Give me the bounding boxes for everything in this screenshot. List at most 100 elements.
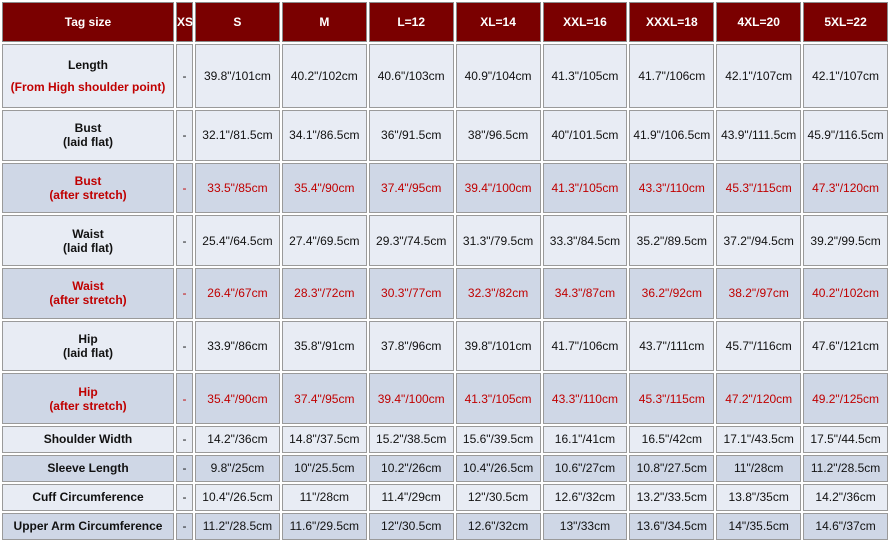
table-cell: 38.2"/97cm [716,268,802,319]
table-cell: 33.3"/84.5cm [542,215,628,267]
row-label-line: Bust [74,174,102,189]
table-cell: 37.2"/94.5cm [716,215,802,267]
table-cell: 35.4"/90cm [195,373,280,424]
table-cell: 41.7"/106cm [542,320,628,372]
row-label: Hip (laid flat) [2,320,174,372]
header-size-l: L=12 [368,2,454,42]
row-label: Bust (after stretch) [2,162,174,214]
table-cell: 42.1"/107cm [716,44,802,109]
table-cell: 9.8"/25cm [195,454,280,482]
table-cell: 30.3"/77cm [368,268,454,319]
table-cell: 11"/28cm [281,483,367,511]
table-cell: 37.4"/95cm [281,373,367,424]
table-cell: 26.4"/67cm [195,268,280,319]
header-size-5xl: 5XL=22 [803,2,888,42]
header-size-s: S [195,2,280,42]
table-cell: 41.7"/106cm [629,44,715,109]
table-cell: 15.6"/39.5cm [455,425,541,453]
table-row: Hip (laid flat) -33.9"/86cm 35.8"/91cm 37.8"… [2,320,888,372]
table-cell: 37.4"/95cm [368,162,454,214]
table-cell: 12"/30.5cm [368,512,454,540]
table-cell: - [176,110,193,161]
table-cell: - [176,162,193,214]
table-cell: 11"/28cm [716,454,802,482]
table-cell: 13.2"/33.5cm [629,483,715,511]
row-label-line: Waist [72,279,104,294]
table-row: Waist (after stretch) -26.4"/67cm 28.3"/72c… [2,268,888,319]
table-cell: 29.3"/74.5cm [368,215,454,267]
table-cell: 45.3"/115cm [629,373,715,424]
table-cell: - [176,454,193,482]
table-cell: 49.2"/125cm [803,373,888,424]
table-cell: - [176,320,193,372]
row-label-line: Hip [78,384,98,399]
table-cell: 14"/35.5cm [716,512,802,540]
row-label-line: Shoulder Width [43,432,133,447]
table-cell: 15.2"/38.5cm [368,425,454,453]
table-cell: - [176,268,193,319]
table-cell: 35.4"/90cm [281,162,367,214]
table-cell: 40.2"/102cm [281,44,367,109]
table-cell: 36.2"/92cm [629,268,715,319]
table-cell: 11.6"/29.5cm [281,512,367,540]
table-cell: 47.2"/120cm [716,373,802,424]
table-cell: 11.2"/28.5cm [803,454,888,482]
row-label: Bust (laid flat) [2,110,174,161]
header-size-4xl: 4XL=20 [716,2,802,42]
table-cell: 37.8"/96cm [368,320,454,372]
row-label-line: Sleeve Length [47,461,129,476]
row-label-line: Cuff Circumference [32,490,144,505]
table-cell: 40"/101.5cm [542,110,628,161]
row-label-line: Bust [74,121,102,136]
table-cell: 11.4"/29cm [368,483,454,511]
row-label-line: (laid flat) [63,345,113,360]
table-cell: 39.8"/101cm [455,320,541,372]
table-row: Waist (laid flat) -25.4"/64.5cm 27.4"/69.5c… [2,215,888,267]
table-cell: 28.3"/72cm [281,268,367,319]
table-cell: 17.5"/44.5cm [803,425,888,453]
table-cell: 47.3"/120cm [803,162,888,214]
row-label-line: (laid flat) [63,135,113,150]
header-size-xxxl: XXXL=18 [629,2,715,42]
table-cell: - [176,425,193,453]
table-cell: 39.8"/101cm [195,44,280,109]
table-cell: 13"/33cm [542,512,628,540]
table-cell: - [176,373,193,424]
header-size-m: M [281,2,367,42]
table-cell: 10"/25.5cm [281,454,367,482]
row-label: Sleeve Length [2,454,174,482]
header-tag-size: Tag size [2,2,174,42]
table-cell: 27.4"/69.5cm [281,215,367,267]
row-label-line: Waist [72,226,104,241]
table-cell: 25.4"/64.5cm [195,215,280,267]
table-cell: 32.3"/82cm [455,268,541,319]
table-cell: 41.3"/105cm [542,162,628,214]
table-row: Bust (after stretch) -33.5"/85cm 35.4"/90cm… [2,162,888,214]
row-label: Waist (after stretch) [2,268,174,319]
table-row: Upper Arm Circumference -11.2"/28.5cm 11.6… [2,512,888,540]
table-cell: 33.5"/85cm [195,162,280,214]
table-cell: 14.6"/37cm [803,512,888,540]
table-cell: 39.2"/99.5cm [803,215,888,267]
row-label: Upper Arm Circumference [2,512,174,540]
row-label: Waist (laid flat) [2,215,174,267]
row-label: Shoulder Width [2,425,174,453]
table-cell: 47.6"/121cm [803,320,888,372]
table-cell: 39.4"/100cm [368,373,454,424]
table-cell: 16.5"/42cm [629,425,715,453]
table-cell: 34.1"/86.5cm [281,110,367,161]
table-cell: 31.3"/79.5cm [455,215,541,267]
table-cell: 10.4"/26.5cm [195,483,280,511]
table-cell: 41.9"/106.5cm [629,110,715,161]
table-cell: - [176,44,193,109]
table-cell: 40.6"/103cm [368,44,454,109]
row-sublabel: (From High shoulder point) [10,80,166,95]
table-cell: - [176,483,193,511]
table-cell: 43.7"/111cm [629,320,715,372]
table-cell: 43.3"/110cm [629,162,715,214]
table-cell: 17.1"/43.5cm [716,425,802,453]
table-cell: 45.9"/116.5cm [803,110,888,161]
table-cell: - [176,215,193,267]
table-cell: 35.2"/89.5cm [629,215,715,267]
table-row: Shoulder Width -14.2"/36cm 14.8"/37.5cm 15.… [2,425,888,453]
